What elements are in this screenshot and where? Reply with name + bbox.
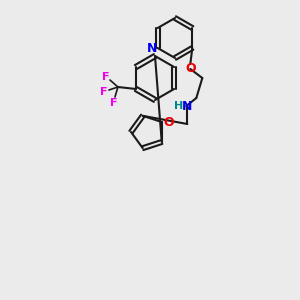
Text: N: N (182, 100, 193, 112)
Text: H: H (174, 101, 183, 111)
Text: O: O (164, 116, 174, 128)
Text: F: F (110, 98, 118, 108)
Text: F: F (102, 72, 110, 82)
Text: F: F (100, 87, 108, 97)
Text: N: N (146, 41, 157, 55)
Text: O: O (185, 62, 196, 76)
